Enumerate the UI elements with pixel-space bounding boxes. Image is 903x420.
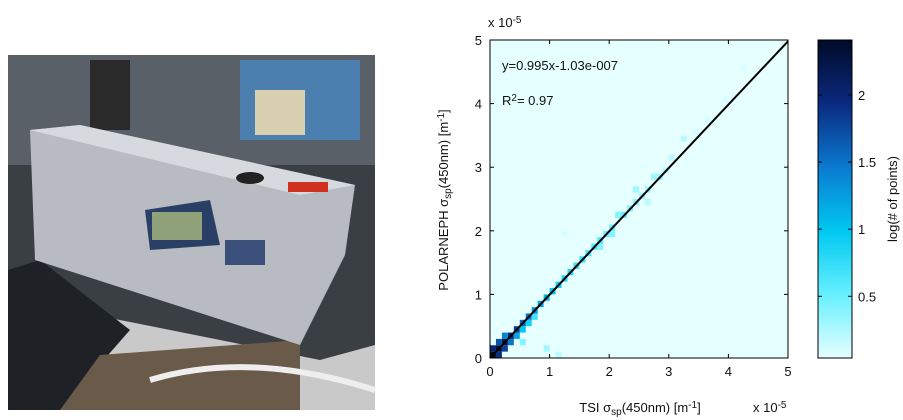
y-multiplier-part: -5 bbox=[513, 15, 522, 26]
hist-cell bbox=[615, 211, 622, 219]
colorbar-tick-label: 0.5 bbox=[858, 289, 876, 304]
y-tick-label: 5 bbox=[475, 33, 482, 48]
y-axis-label-part: -1 bbox=[436, 113, 447, 122]
y-tick-label: 0 bbox=[475, 351, 482, 366]
x-axis-label-part: TSI σ bbox=[579, 400, 611, 415]
hist-cell bbox=[633, 186, 639, 193]
x-tick-label: 4 bbox=[725, 364, 732, 379]
y-axis-label-part: (450nm) [m bbox=[436, 122, 451, 188]
y-tick-label: 3 bbox=[475, 160, 482, 175]
hist-cell bbox=[555, 351, 562, 358]
instrument-photo bbox=[8, 55, 376, 410]
hist-cell bbox=[519, 326, 526, 333]
x-multiplier-part: -5 bbox=[778, 400, 787, 411]
x-tick-label: 2 bbox=[606, 364, 613, 379]
hist-cell bbox=[692, 129, 699, 136]
x-tick-label: 3 bbox=[665, 364, 672, 379]
hist-cell bbox=[513, 332, 520, 339]
y-tick-label: 2 bbox=[475, 224, 482, 239]
y-axis-label: POLARNEPH σsp(450nm) [m-1] bbox=[436, 109, 455, 290]
hist-cell bbox=[490, 345, 496, 352]
colorbar-tick-label: 1.5 bbox=[858, 155, 876, 170]
y-multiplier: x 10-5 bbox=[488, 15, 522, 31]
y-axis-label-part: POLARNEPH σ bbox=[436, 199, 451, 291]
photo-keyboard bbox=[8, 260, 130, 410]
fit-line bbox=[489, 40, 789, 359]
colorbar bbox=[817, 39, 853, 359]
photo-cables bbox=[255, 90, 305, 135]
hist-cell bbox=[680, 135, 687, 142]
x-axis-label-part: sp bbox=[611, 407, 622, 418]
fit-equation: y=0.995x-1.03e-007 bbox=[502, 58, 618, 73]
x-axis-label-part: ] bbox=[697, 400, 701, 415]
hist-cell bbox=[507, 338, 514, 346]
y-axis-label-part: ] bbox=[436, 109, 451, 113]
hist-cell bbox=[501, 332, 508, 339]
x-axis-label-part: -1 bbox=[688, 400, 697, 411]
hist-cell bbox=[495, 338, 502, 346]
hist-cell bbox=[722, 97, 729, 104]
photo-keypad bbox=[225, 240, 265, 265]
hist-cell bbox=[597, 243, 604, 250]
photo-equipment bbox=[90, 60, 130, 130]
x-multiplier-part: x 10 bbox=[753, 400, 778, 415]
photo-inlet bbox=[236, 172, 264, 184]
x-axis-label: TSI σsp(450nm) [m-1] bbox=[579, 400, 700, 419]
x-axis-label-part: (450nm) [m bbox=[622, 400, 688, 415]
plot-frame bbox=[489, 39, 789, 359]
hist-cell bbox=[501, 345, 508, 352]
hist-cell bbox=[561, 230, 568, 238]
photo-display bbox=[152, 212, 202, 240]
photo-label bbox=[288, 182, 328, 192]
hist-cell bbox=[609, 230, 616, 238]
y-tick-label: 4 bbox=[475, 97, 482, 112]
hist-cell bbox=[668, 154, 675, 161]
hist-cell bbox=[543, 345, 550, 352]
photo-cable bbox=[149, 364, 376, 393]
hist-cell bbox=[740, 65, 747, 72]
hist-cell bbox=[644, 199, 651, 206]
colorbar-label: log(# of points) bbox=[885, 156, 900, 242]
r-squared: R2= 0.97 bbox=[502, 93, 553, 109]
y-axis-label-part: sp bbox=[443, 188, 454, 199]
hist-cell bbox=[650, 173, 657, 180]
y-tick-label: 1 bbox=[475, 287, 482, 302]
r-squared-part: R bbox=[502, 93, 511, 108]
x-tick-label: 0 bbox=[486, 364, 493, 379]
colorbar-tick-label: 1 bbox=[858, 222, 865, 237]
r-squared-part: = 0.97 bbox=[517, 93, 554, 108]
colorbar-tick-label: 2 bbox=[858, 88, 865, 103]
hist-cell bbox=[525, 319, 532, 327]
x-tick-label: 1 bbox=[546, 364, 553, 379]
hist-cell bbox=[495, 351, 502, 358]
photo-instrument-top bbox=[30, 125, 355, 195]
hist-cell bbox=[531, 313, 538, 320]
x-multiplier: x 10-5 bbox=[753, 400, 787, 416]
hist-cell bbox=[704, 116, 711, 123]
x-tick-label: 5 bbox=[784, 364, 791, 379]
r-squared-part: 2 bbox=[511, 93, 517, 104]
hist-cell bbox=[519, 338, 526, 346]
y-multiplier-part: x 10 bbox=[488, 15, 513, 30]
